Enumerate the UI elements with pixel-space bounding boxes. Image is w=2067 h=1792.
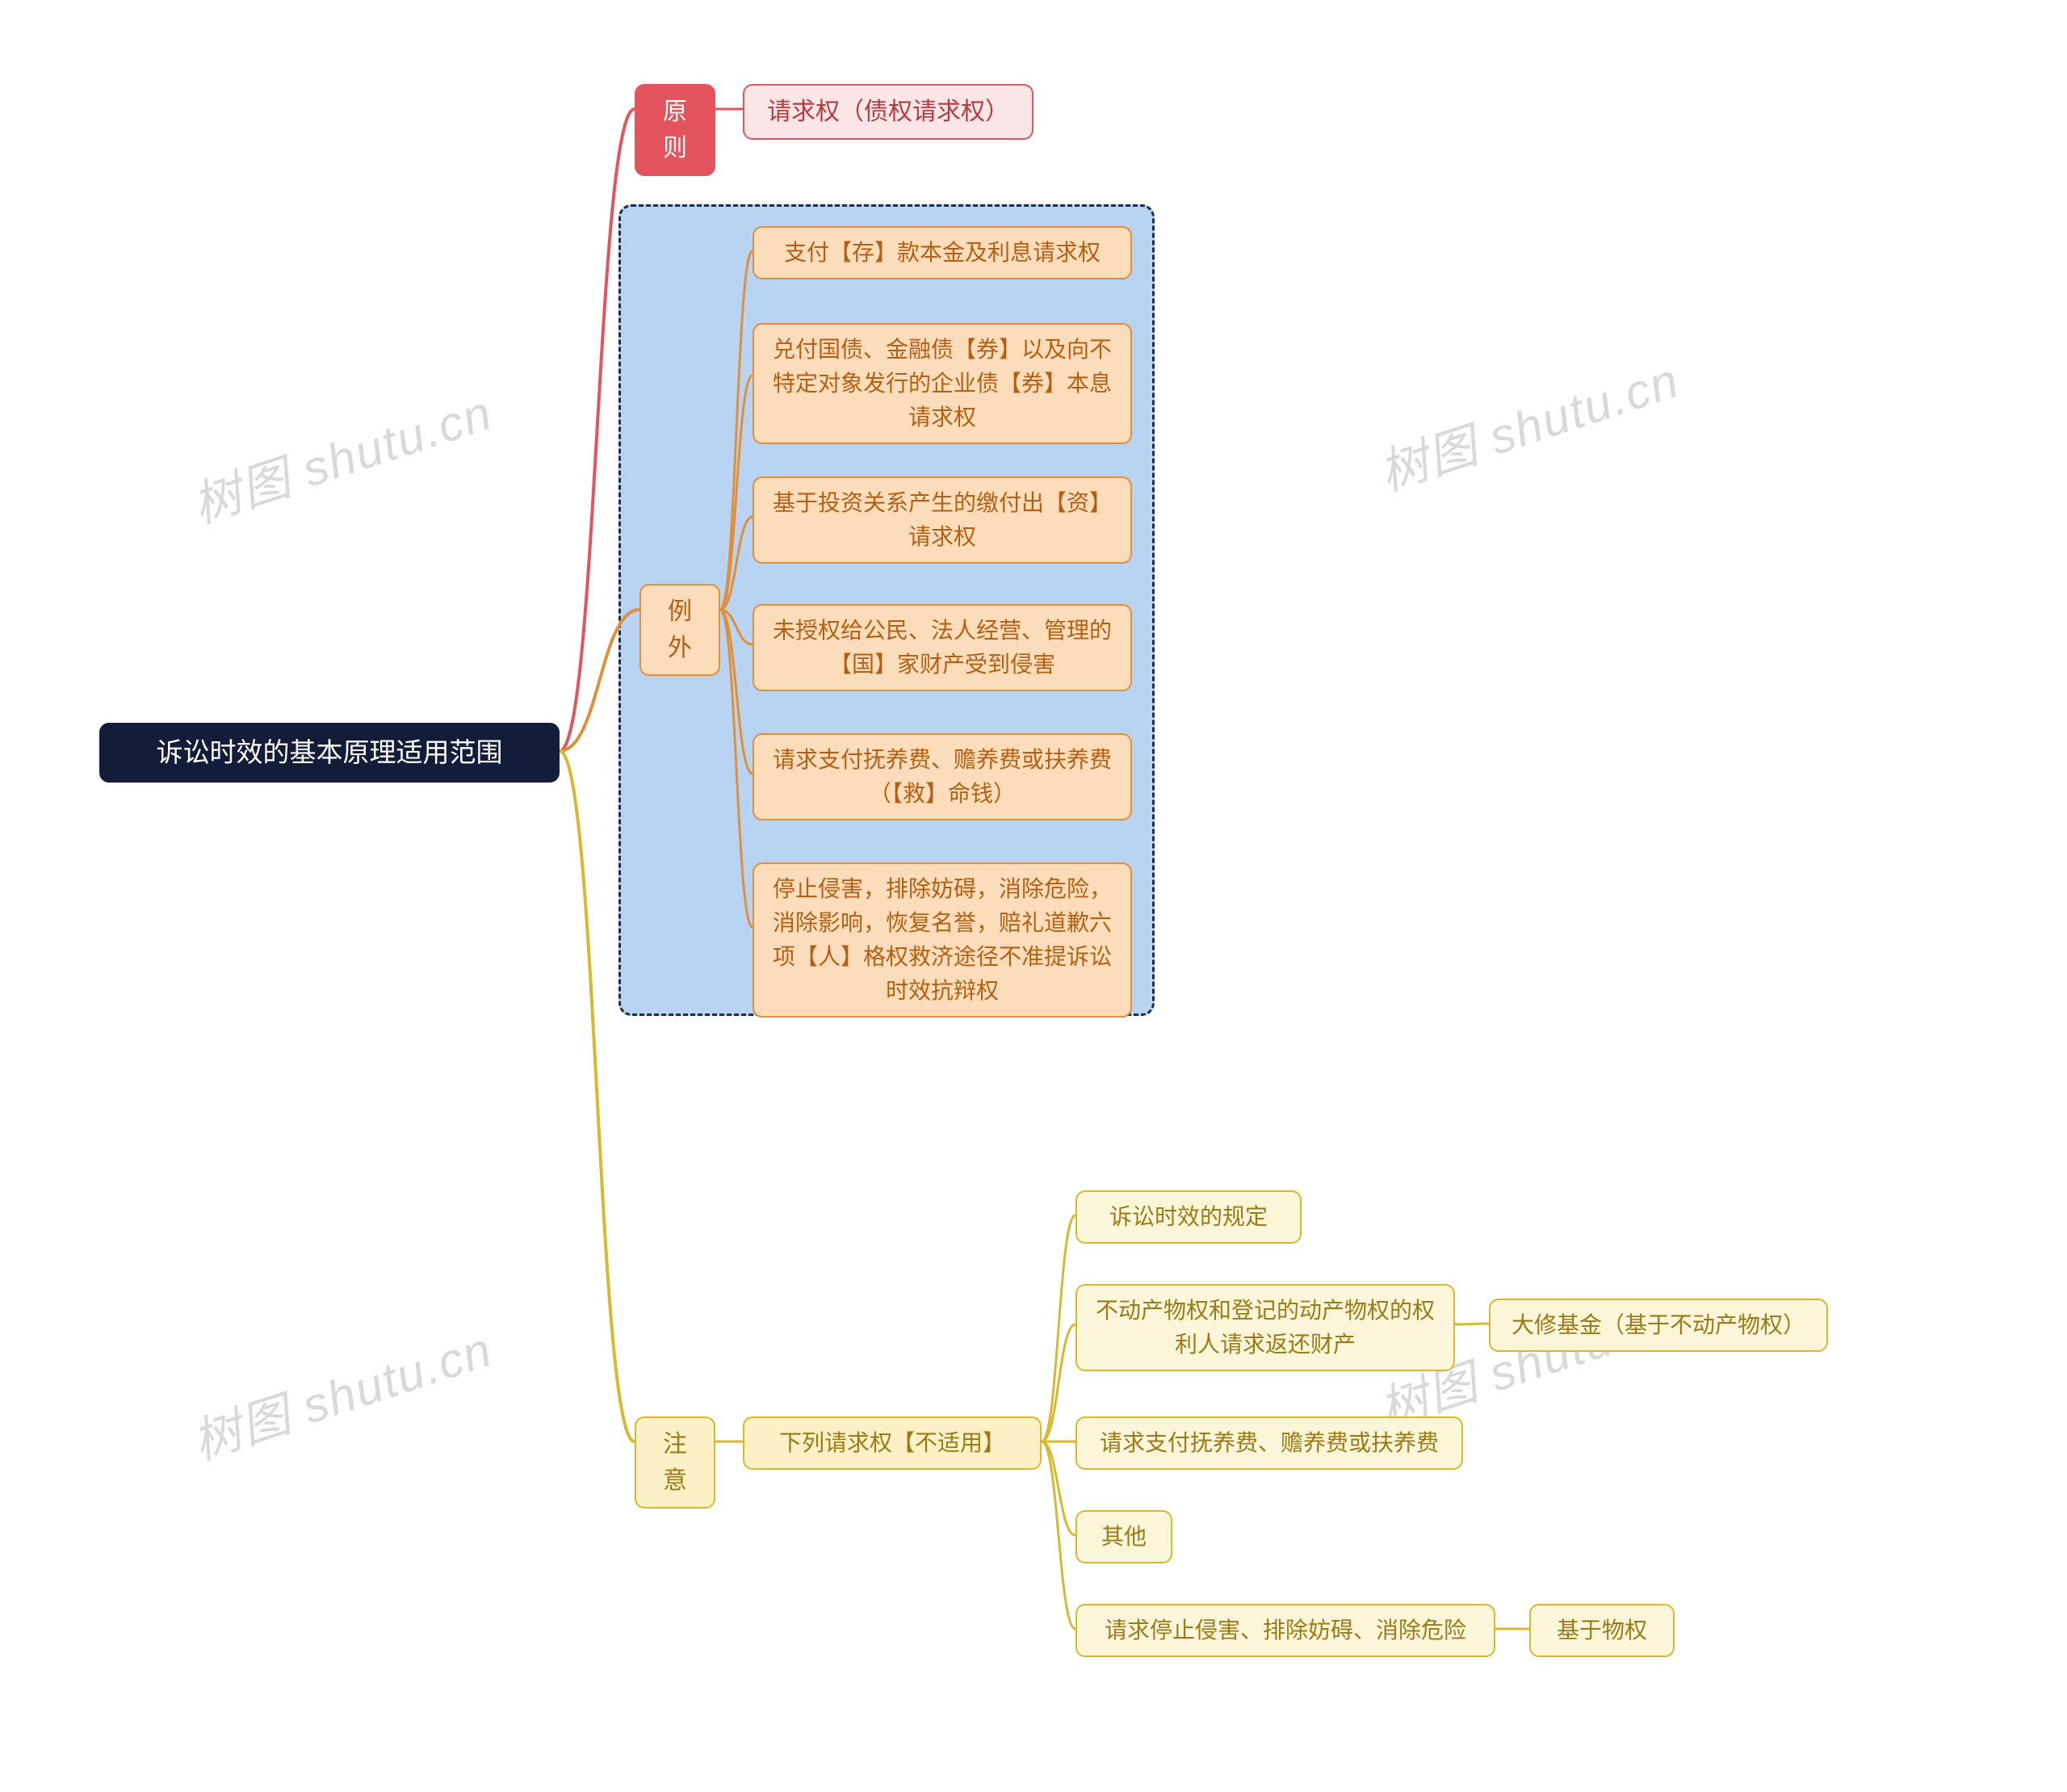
node-b2_3[interactable]: 基于投资关系产生的缴付出【资】请求权 [753, 476, 1132, 564]
node-b3_1_1[interactable]: 诉讼时效的规定 [1075, 1190, 1302, 1244]
watermark: 树图 shutu.cn [1369, 342, 1688, 505]
node-b2_4[interactable]: 未授权给公民、法人经营、管理的【国】家财产受到侵害 [753, 604, 1132, 691]
node-label: 大修基金（基于不动产物权） [1511, 1308, 1805, 1342]
node-label: 不动产物权和登记的动产物权的权利人请求返还财产 [1095, 1294, 1436, 1362]
node-b2_2[interactable]: 兑付国债、金融债【券】以及向不特定对象发行的企业债【券】本息请求权 [753, 323, 1132, 444]
node-b2_5[interactable]: 请求支付抚养费、赡养费或扶养费（【救】命钱） [753, 733, 1132, 820]
node-b3_1_5[interactable]: 请求停止侵害、排除妨碍、消除危险 [1075, 1604, 1495, 1657]
node-label: 停止侵害，排除妨碍，消除危险，消除影响，恢复名誉，赔礼道歉六项【人】格权救济途径… [772, 872, 1113, 1008]
edge-b3_1-b3_1_2 [1042, 1324, 1075, 1442]
edge-b3_1-b3_1_4 [1042, 1442, 1075, 1535]
edge-b3_1-b3_1_1 [1042, 1215, 1075, 1442]
watermark: 树图 shutu.cn [182, 374, 501, 537]
node-label: 原则 [654, 94, 696, 166]
node-label: 未授权给公民、法人经营、管理的【国】家财产受到侵害 [772, 614, 1113, 682]
node-b2[interactable]: 例外 [639, 584, 720, 676]
node-b2_6[interactable]: 停止侵害，排除妨碍，消除危险，消除影响，恢复名誉，赔礼道歉六项【人】格权救济途径… [753, 862, 1132, 1018]
node-b3[interactable]: 注意 [635, 1416, 715, 1509]
node-b3_1_3[interactable]: 请求支付抚养费、赡养费或扶养费 [1075, 1416, 1463, 1470]
node-label: 诉讼时效的基本原理适用范围 [157, 732, 503, 773]
node-label: 请求支付抚养费、赡养费或扶养费 [1100, 1426, 1439, 1460]
node-label: 注意 [654, 1426, 696, 1499]
node-b3_1[interactable]: 下列请求权【不适用】 [743, 1416, 1042, 1470]
node-label: 请求支付抚养费、赡养费或扶养费（【救】命钱） [772, 743, 1113, 811]
node-label: 请求权（债权请求权） [767, 94, 1009, 130]
node-b1_1[interactable]: 请求权（债权请求权） [743, 84, 1034, 140]
node-b3_1_2[interactable]: 不动产物权和登记的动产物权的权利人请求返还财产 [1075, 1284, 1455, 1371]
node-label: 基于投资关系产生的缴付出【资】请求权 [772, 486, 1113, 554]
node-root[interactable]: 诉讼时效的基本原理适用范围 [99, 723, 560, 783]
watermark: 树图 shutu.cn [182, 1311, 501, 1474]
node-b3_1_5_1[interactable]: 基于物权 [1529, 1604, 1675, 1657]
node-b1[interactable]: 原则 [635, 84, 715, 176]
node-label: 例外 [659, 594, 701, 666]
node-label: 请求停止侵害、排除妨碍、消除危险 [1105, 1614, 1466, 1647]
node-b3_1_2_1[interactable]: 大修基金（基于不动产物权） [1489, 1299, 1828, 1352]
node-label: 兑付国债、金融债【券】以及向不特定对象发行的企业债【券】本息请求权 [772, 333, 1113, 434]
node-label: 其他 [1101, 1520, 1147, 1554]
node-label: 基于物权 [1557, 1614, 1647, 1647]
node-label: 支付【存】款本金及利息请求权 [784, 236, 1101, 270]
edge-b3_1-b3_1_5 [1042, 1442, 1075, 1629]
node-label: 诉讼时效的规定 [1109, 1200, 1268, 1234]
node-b3_1_4[interactable]: 其他 [1075, 1510, 1172, 1563]
mindmap-stage: 树图 shutu.cn 树图 shutu.cn 树图 shutu.cn 树图 s… [0, 0, 2067, 1792]
node-label: 下列请求权【不适用】 [779, 1426, 1005, 1460]
node-b2_1[interactable]: 支付【存】款本金及利息请求权 [753, 226, 1132, 279]
